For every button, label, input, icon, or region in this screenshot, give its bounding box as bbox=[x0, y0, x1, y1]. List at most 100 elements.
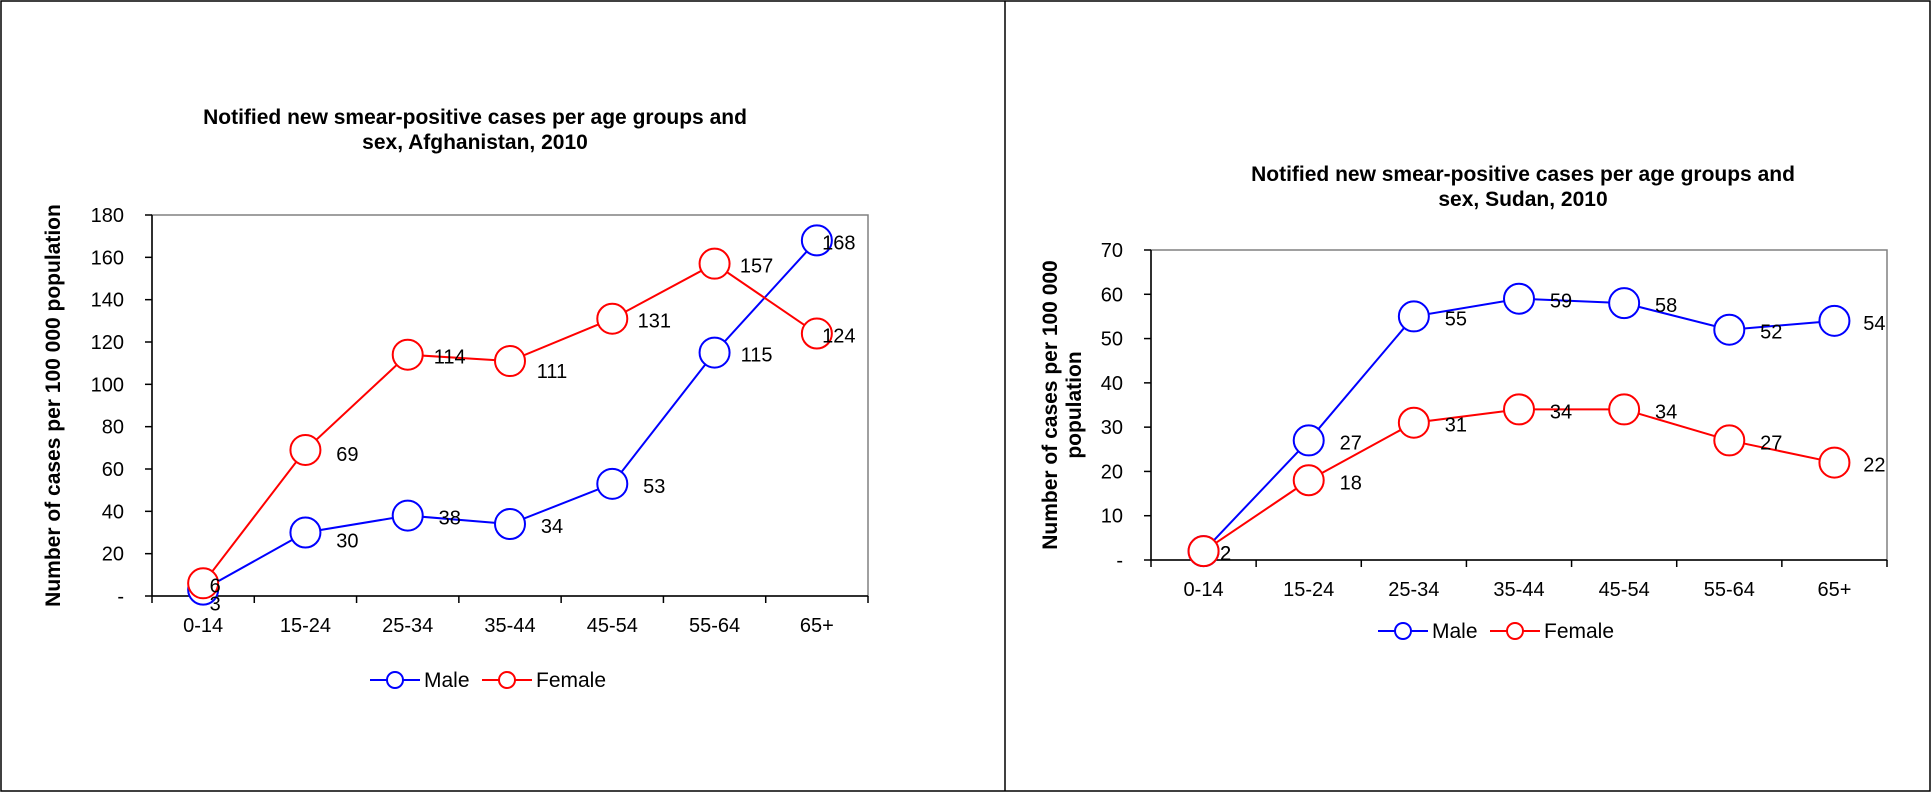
y-axis-label: population bbox=[1063, 351, 1086, 458]
y-tick-label: 60 bbox=[1101, 284, 1123, 306]
y-tick-label: 160 bbox=[91, 247, 124, 269]
y-tick-label: 140 bbox=[91, 290, 124, 312]
data-label-male: 34 bbox=[541, 516, 563, 538]
data-point-female bbox=[1187, 535, 1220, 568]
x-tick-label: 0-14 bbox=[183, 615, 223, 637]
data-point-female bbox=[187, 567, 220, 600]
legend-label-female: Female bbox=[1544, 620, 1614, 643]
data-label-male: 59 bbox=[1550, 291, 1572, 313]
data-label-female: 6 bbox=[210, 575, 221, 597]
data-point-female bbox=[1503, 393, 1535, 426]
y-tick-label: 100 bbox=[91, 374, 124, 396]
y-tick-label: 40 bbox=[102, 501, 124, 523]
data-label-female: 111 bbox=[537, 361, 567, 383]
legend-label-male: Male bbox=[1432, 620, 1478, 643]
legend-marker-female bbox=[498, 671, 516, 689]
y-tick-label: 60 bbox=[102, 459, 124, 481]
data-point-male bbox=[596, 467, 629, 500]
x-tick-label: 45-54 bbox=[587, 615, 638, 637]
x-tick-label: 25-34 bbox=[382, 615, 433, 637]
chart-title: Notified new smear-positive cases per ag… bbox=[1251, 163, 1795, 186]
data-point-female bbox=[1292, 464, 1325, 497]
x-tick-label: 45-54 bbox=[1599, 579, 1650, 601]
y-tick-label: 50 bbox=[1101, 329, 1123, 351]
legend-label-female: Female bbox=[536, 669, 606, 692]
data-label-male: 38 bbox=[439, 508, 461, 530]
data-label-female: 131 bbox=[638, 311, 671, 333]
y-axis-label: Number of cases per 100 000 bbox=[1039, 260, 1062, 550]
data-label-male: 2 bbox=[1220, 543, 1231, 565]
y-tick-label: 70 bbox=[1101, 240, 1123, 262]
data-label-male: 115 bbox=[741, 345, 773, 367]
data-point-female bbox=[494, 345, 526, 378]
y-tick-label: 180 bbox=[91, 205, 124, 227]
data-point-female bbox=[1818, 446, 1851, 479]
chart-1: Notified new smear-positive cases per ag… bbox=[1039, 163, 1888, 643]
data-point-female bbox=[289, 433, 322, 466]
data-label-male: 168 bbox=[822, 232, 855, 254]
x-tick-label: 15-24 bbox=[1283, 579, 1334, 601]
data-label-male: 53 bbox=[643, 476, 665, 498]
data-label-female: 2 bbox=[1220, 543, 1231, 565]
y-axis-label: Number of cases per 100 000 population bbox=[42, 204, 65, 607]
data-point-male bbox=[1608, 287, 1641, 320]
data-point-male bbox=[391, 499, 424, 532]
x-tick-label: 35-44 bbox=[1493, 579, 1544, 601]
data-point-male bbox=[1397, 300, 1430, 333]
data-point-female bbox=[1397, 406, 1430, 439]
data-point-female bbox=[800, 317, 833, 350]
data-label-male: 3 bbox=[210, 594, 221, 616]
data-label-male: 55 bbox=[1445, 308, 1467, 330]
data-label-male: 54 bbox=[1863, 313, 1885, 335]
legend-marker-male bbox=[1394, 622, 1412, 640]
data-point-male bbox=[289, 516, 322, 549]
x-tick-label: 65+ bbox=[1817, 579, 1851, 601]
y-tick-label: 20 bbox=[1101, 461, 1123, 483]
data-label-male: 27 bbox=[1340, 432, 1362, 454]
data-label-female: 114 bbox=[434, 347, 466, 369]
x-tick-label: 65+ bbox=[800, 615, 834, 637]
x-tick-label: 0-14 bbox=[1184, 579, 1224, 601]
data-point-male bbox=[1818, 304, 1851, 337]
data-label-female: 22 bbox=[1863, 455, 1885, 477]
data-label-male: 52 bbox=[1760, 322, 1782, 344]
legend-label-male: Male bbox=[424, 669, 470, 692]
legend-marker-female bbox=[1506, 622, 1524, 640]
data-point-male bbox=[800, 224, 833, 257]
data-label-female: 124 bbox=[822, 326, 855, 348]
data-point-male bbox=[1503, 282, 1535, 315]
data-point-male bbox=[1713, 313, 1746, 346]
data-point-female bbox=[391, 338, 424, 371]
data-label-female: 34 bbox=[1550, 401, 1572, 423]
y-tick-label: 80 bbox=[102, 417, 124, 439]
data-label-male: 58 bbox=[1655, 295, 1677, 317]
y-tick-label: 30 bbox=[1101, 417, 1123, 439]
y-tick-label: 20 bbox=[102, 544, 124, 566]
data-label-male: 30 bbox=[336, 531, 358, 553]
chart-title: Notified new smear-positive cases per ag… bbox=[203, 106, 747, 129]
x-tick-label: 25-34 bbox=[1388, 579, 1439, 601]
data-label-female: 34 bbox=[1655, 401, 1677, 423]
data-point-male bbox=[1292, 424, 1325, 457]
data-point-female bbox=[596, 302, 629, 335]
data-label-female: 31 bbox=[1445, 415, 1467, 437]
y-tick-label: - bbox=[117, 586, 124, 608]
data-label-female: 18 bbox=[1340, 472, 1362, 494]
data-point-female bbox=[1713, 424, 1746, 457]
y-tick-label: 10 bbox=[1101, 506, 1123, 528]
data-point-female bbox=[698, 247, 731, 280]
chart-title: sex, Afghanistan, 2010 bbox=[362, 131, 588, 154]
data-label-female: 27 bbox=[1760, 432, 1782, 454]
y-tick-label: 120 bbox=[91, 332, 124, 354]
data-label-female: 69 bbox=[336, 444, 358, 466]
data-point-male bbox=[698, 336, 731, 369]
data-label-female: 157 bbox=[740, 256, 773, 278]
x-tick-label: 55-64 bbox=[689, 615, 740, 637]
y-tick-label: 40 bbox=[1101, 373, 1123, 395]
chart-0: Notified new smear-positive cases per ag… bbox=[42, 106, 869, 692]
x-tick-label: 55-64 bbox=[1704, 579, 1755, 601]
data-point-male bbox=[494, 508, 526, 541]
